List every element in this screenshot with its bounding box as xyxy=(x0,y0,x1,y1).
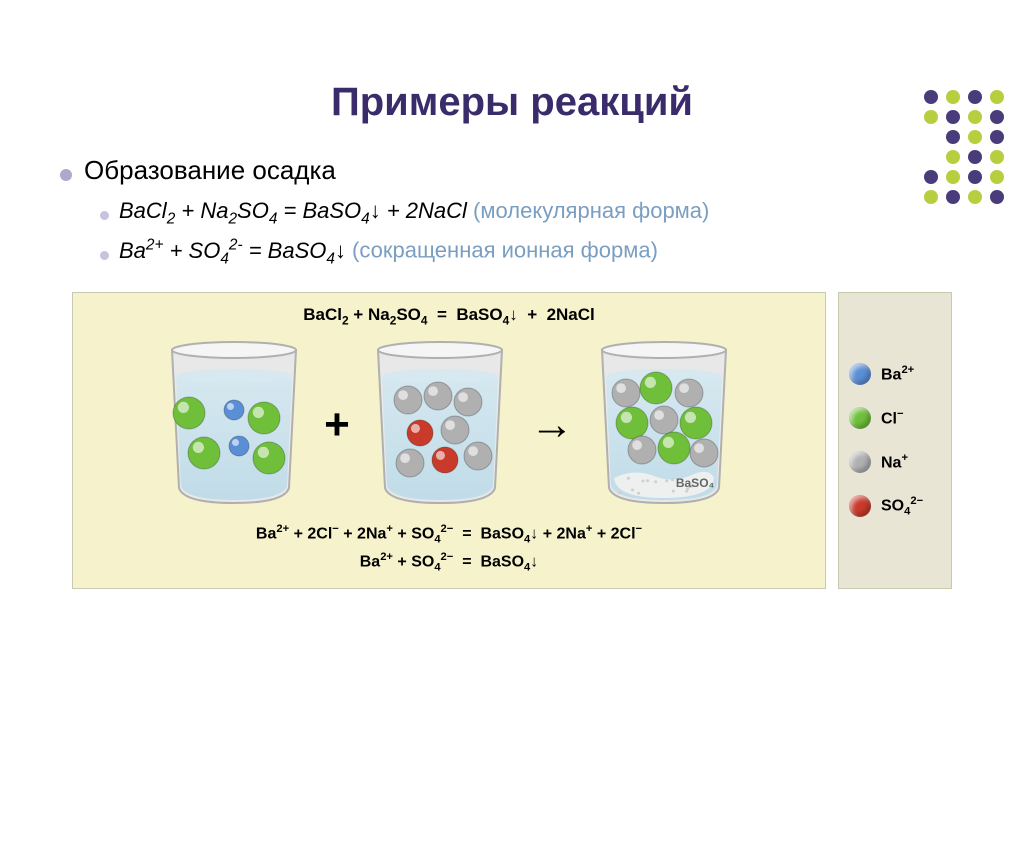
plus-symbol: + xyxy=(324,400,350,450)
bullet-dot-icon xyxy=(100,251,109,260)
legend-item: Na+ xyxy=(849,451,941,473)
beaker-reactant-2 xyxy=(360,338,520,513)
bullet-level2-ionic: Ba2+ + SO42- = BaSO4↓ (сокращенная ионна… xyxy=(100,236,964,268)
beaker-reactant-1 xyxy=(154,338,314,513)
legend-swatch-icon xyxy=(849,363,871,385)
beaker-row: + → BaSO₄ xyxy=(87,338,811,513)
slide-title: Примеры реакций xyxy=(0,80,1024,125)
legend-item: Cl− xyxy=(849,407,941,429)
corner-dots-decoration xyxy=(924,90,1004,210)
figure-top-equation: BaCl2 + Na2SO4 = BaSO4↓ + 2NaCl xyxy=(87,305,811,327)
arrow-symbol: → xyxy=(530,400,574,450)
bullet-dot-icon xyxy=(60,169,72,181)
bullet-l1-text: Образование осадка xyxy=(84,155,336,186)
legend-label: Cl− xyxy=(881,408,904,428)
legend-label: SO42− xyxy=(881,495,923,518)
legend-label: Ba2+ xyxy=(881,364,914,384)
bullet-level1: Образование осадка xyxy=(60,155,964,186)
bullet-level2-molecular: BaCl2 + Na2SO4 = BaSO4↓ + 2NaCl (молекул… xyxy=(100,198,964,228)
bullet-dot-icon xyxy=(100,211,109,220)
reaction-panel: BaCl2 + Na2SO4 = BaSO4↓ + 2NaCl + → BaSO… xyxy=(72,292,826,588)
equation-molecular: BaCl2 + Na2SO4 = BaSO4↓ + 2NaCl (молекул… xyxy=(119,198,709,228)
legend-item: Ba2+ xyxy=(849,363,941,385)
content-area: Образование осадка BaCl2 + Na2SO4 = BaSO… xyxy=(0,155,1024,589)
equation-text: BaCl2 + Na2SO4 = BaSO4↓ + 2NaCl xyxy=(119,198,467,223)
figure-full-ionic-equation: Ba2+ + 2Cl− + 2Na+ + SO42− = BaSO4↓ + 2N… xyxy=(87,523,811,546)
legend-label: Na+ xyxy=(881,452,908,472)
ion-legend: Ba2+ Cl− Na+ SO42− xyxy=(838,292,952,588)
legend-swatch-icon xyxy=(849,495,871,517)
equation-annotation: (сокращенная ионная форма) xyxy=(346,238,658,263)
beaker-product: BaSO₄ xyxy=(584,338,744,513)
equation-text: Ba2+ + SO42- = BaSO4↓ xyxy=(119,238,346,263)
legend-swatch-icon xyxy=(849,451,871,473)
equation-short-ionic: Ba2+ + SO42- = BaSO4↓ (сокращенная ионна… xyxy=(119,236,658,268)
reaction-figure: BaCl2 + Na2SO4 = BaSO4↓ + 2NaCl + → BaSO… xyxy=(72,292,952,588)
legend-swatch-icon xyxy=(849,407,871,429)
figure-net-ionic-equation: Ba2+ + SO42− = BaSO4↓ xyxy=(87,551,811,574)
precipitate-label: BaSO₄ xyxy=(676,476,714,490)
legend-item: SO42− xyxy=(849,495,941,518)
equation-annotation: (молекулярная форма) xyxy=(467,198,709,223)
